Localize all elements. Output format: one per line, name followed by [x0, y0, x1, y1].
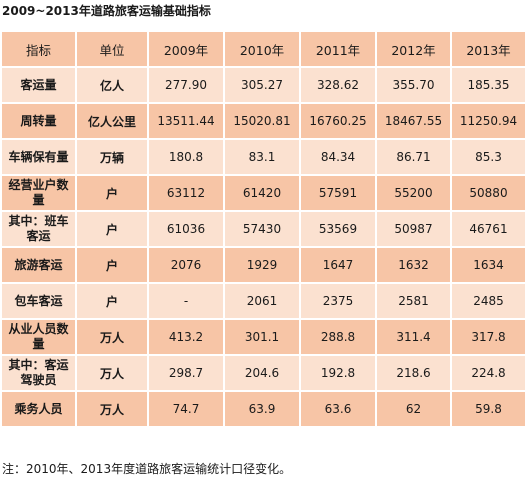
footnote: 注：2010年、2013年度道路旅客运输统计口径变化。	[2, 462, 292, 476]
table-cell: 224.8	[450, 354, 527, 392]
column-header-2009: 2009年	[147, 30, 225, 68]
table-cell: 1632	[375, 246, 452, 284]
row-unit: 万辆	[75, 138, 149, 176]
table-cell: 55200	[375, 174, 452, 212]
table-row: 周转量 亿人公里 13511.44 15020.81 16760.25 1846…	[0, 102, 527, 140]
table-cell: 62	[375, 390, 452, 428]
table-cell: 192.8	[299, 354, 377, 392]
table-cell: 84.34	[299, 138, 377, 176]
row-unit: 亿人	[75, 66, 149, 104]
table-cell: 355.70	[375, 66, 452, 104]
row-label: 其中：客运驾驶员	[0, 354, 77, 392]
row-unit: 户	[75, 174, 149, 212]
column-header-unit: 单位	[75, 30, 149, 68]
table-cell: 59.8	[450, 390, 527, 428]
column-header-2012: 2012年	[375, 30, 452, 68]
table-cell: 53569	[299, 210, 377, 248]
row-unit: 户	[75, 210, 149, 248]
table-cell: 185.35	[450, 66, 527, 104]
table-cell: 204.6	[223, 354, 301, 392]
table-cell: 63.6	[299, 390, 377, 428]
row-unit: 户	[75, 282, 149, 320]
table-cell: 288.8	[299, 318, 377, 356]
table-cell: 50987	[375, 210, 452, 248]
row-label: 乘务人员	[0, 390, 77, 428]
table-cell: 61420	[223, 174, 301, 212]
table-cell: 413.2	[147, 318, 225, 356]
column-header-2011: 2011年	[299, 30, 377, 68]
table-row: 包车客运 户 - 2061 2375 2581 2485	[0, 282, 527, 320]
table-cell: 2581	[375, 282, 452, 320]
table-row: 经营业户数量 户 63112 61420 57591 55200 50880	[0, 174, 527, 212]
row-label: 车辆保有量	[0, 138, 77, 176]
page-title: 2009~2013年道路旅客运输基础指标	[2, 4, 211, 18]
row-unit: 万人	[75, 318, 149, 356]
table-cell: 74.7	[147, 390, 225, 428]
row-label: 其中：班车客运	[0, 210, 77, 248]
table-cell: 1634	[450, 246, 527, 284]
table-row: 车辆保有量 万辆 180.8 83.1 84.34 86.71 85.3	[0, 138, 527, 176]
table-cell: -	[147, 282, 225, 320]
table-cell: 2076	[147, 246, 225, 284]
table-cell: 57591	[299, 174, 377, 212]
column-header-2013: 2013年	[450, 30, 527, 68]
row-label: 包车客运	[0, 282, 77, 320]
table-cell: 305.27	[223, 66, 301, 104]
table-cell: 61036	[147, 210, 225, 248]
table-cell: 1647	[299, 246, 377, 284]
table-row: 其中：班车客运 户 61036 57430 53569 50987 46761	[0, 210, 527, 248]
row-unit: 万人	[75, 390, 149, 428]
row-label: 客运量	[0, 66, 77, 104]
table-cell: 301.1	[223, 318, 301, 356]
table-cell: 2061	[223, 282, 301, 320]
column-header-indicator: 指标	[0, 30, 77, 68]
table-cell: 18467.55	[375, 102, 452, 140]
table-cell: 180.8	[147, 138, 225, 176]
table-cell: 328.62	[299, 66, 377, 104]
table-cell: 2375	[299, 282, 377, 320]
table-cell: 85.3	[450, 138, 527, 176]
table-cell: 16760.25	[299, 102, 377, 140]
table-cell: 1929	[223, 246, 301, 284]
table-cell: 83.1	[223, 138, 301, 176]
table-cell: 277.90	[147, 66, 225, 104]
table-row: 客运量 亿人 277.90 305.27 328.62 355.70 185.3…	[0, 66, 527, 104]
table-cell: 63.9	[223, 390, 301, 428]
table-cell: 15020.81	[223, 102, 301, 140]
table-header-row: 指标 单位 2009年 2010年 2011年 2012年 2013年	[0, 30, 527, 68]
table-cell: 2485	[450, 282, 527, 320]
table-cell: 46761	[450, 210, 527, 248]
indicator-table-container: 指标 单位 2009年 2010年 2011年 2012年 2013年 客运量 …	[0, 30, 527, 428]
table-cell: 298.7	[147, 354, 225, 392]
row-unit: 户	[75, 246, 149, 284]
row-unit: 万人	[75, 354, 149, 392]
table-row: 从业人员数量 万人 413.2 301.1 288.8 311.4 317.8	[0, 318, 527, 356]
indicator-table: 指标 单位 2009年 2010年 2011年 2012年 2013年 客运量 …	[0, 30, 527, 428]
table-row: 乘务人员 万人 74.7 63.9 63.6 62 59.8	[0, 390, 527, 428]
table-cell: 86.71	[375, 138, 452, 176]
table-cell: 57430	[223, 210, 301, 248]
table-cell: 311.4	[375, 318, 452, 356]
column-header-2010: 2010年	[223, 30, 301, 68]
row-label: 从业人员数量	[0, 318, 77, 356]
row-unit: 亿人公里	[75, 102, 149, 140]
row-label: 经营业户数量	[0, 174, 77, 212]
row-label: 周转量	[0, 102, 77, 140]
table-row: 其中：客运驾驶员 万人 298.7 204.6 192.8 218.6 224.…	[0, 354, 527, 392]
row-label: 旅游客运	[0, 246, 77, 284]
table-cell: 218.6	[375, 354, 452, 392]
table-row: 旅游客运 户 2076 1929 1647 1632 1634	[0, 246, 527, 284]
table-cell: 50880	[450, 174, 527, 212]
table-cell: 63112	[147, 174, 225, 212]
table-cell: 11250.94	[450, 102, 527, 140]
table-cell: 13511.44	[147, 102, 225, 140]
table-cell: 317.8	[450, 318, 527, 356]
